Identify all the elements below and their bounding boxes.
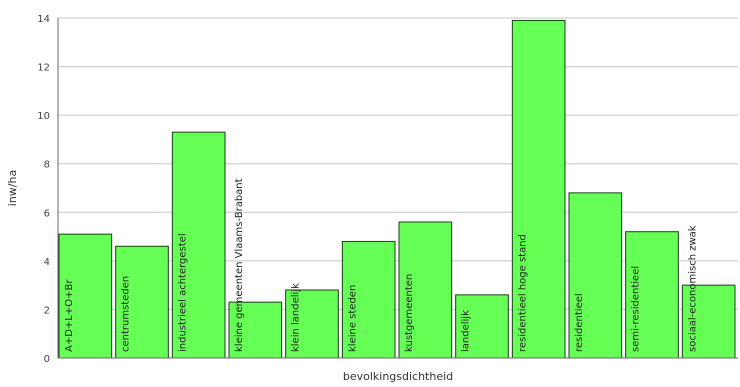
y-axis-label: inw/ha <box>6 170 19 206</box>
bars <box>58 19 736 359</box>
bar-category-label: semi-residentieel <box>631 266 642 352</box>
y-tick-label: 12 <box>37 63 50 74</box>
bar <box>285 289 339 359</box>
bar-category-label: landelijk <box>461 310 472 352</box>
bar <box>115 245 169 359</box>
bar <box>568 192 623 359</box>
axes <box>57 18 738 359</box>
bar <box>228 301 283 359</box>
y-tick-labels: 0 2 4 6 8 10 12 14 <box>37 14 50 365</box>
bar-category-label: residentieel <box>574 293 585 352</box>
bar-category-label: A+D+L+O+Br <box>64 279 75 352</box>
bar-labels: A+D+L+O+Br centrumsteden industrieel achte… <box>64 178 698 352</box>
y-tick-label: 2 <box>44 305 50 316</box>
grid-lines <box>58 17 738 359</box>
bar-category-label: kustgemeenten <box>404 274 415 352</box>
bar <box>455 294 509 359</box>
bar-category-label: kleine steden <box>347 285 358 352</box>
y-tick-label: 4 <box>44 257 50 268</box>
bar-category-label: industrieel achtergestel <box>177 233 188 352</box>
bar-category-label: kleine gemeenten Vlaams-Brabant <box>234 178 245 352</box>
y-tick-label: 8 <box>44 160 50 171</box>
bar <box>625 231 679 359</box>
y-tick-label: 14 <box>37 14 50 25</box>
bar-category-label: klein landelijk <box>291 283 302 352</box>
bar-category-label: centrumsteden <box>121 276 132 352</box>
bar <box>341 240 396 359</box>
bar <box>398 221 453 359</box>
y-tick-label: 10 <box>37 111 50 122</box>
bar <box>171 131 226 359</box>
y-tick-label: 0 <box>44 354 50 365</box>
bar-category-label: sociaal-economisch zwak <box>687 225 698 352</box>
bar <box>58 233 113 359</box>
bar <box>681 284 736 359</box>
x-axis-label: bevolkingsdichtheid <box>343 370 453 383</box>
y-tick-label: 6 <box>44 208 50 219</box>
bar-category-label: residentieel hoge stand <box>517 234 528 352</box>
